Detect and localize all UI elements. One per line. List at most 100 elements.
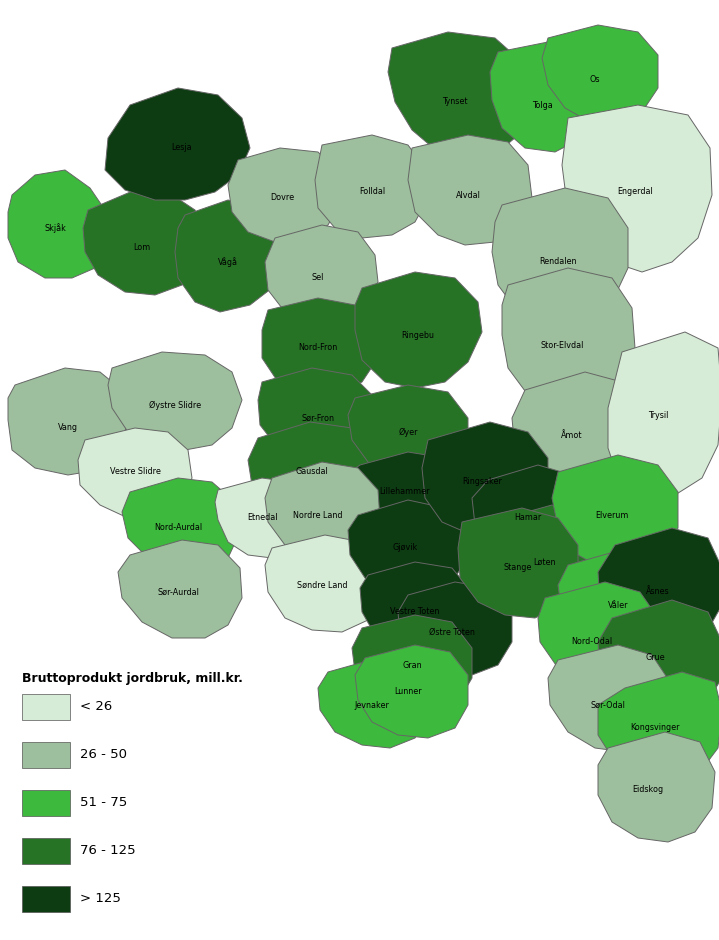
Polygon shape — [248, 422, 378, 522]
Text: Nord-Aurdal: Nord-Aurdal — [154, 524, 202, 532]
Polygon shape — [265, 535, 382, 632]
Text: Lillehammer: Lillehammer — [380, 488, 430, 496]
Polygon shape — [548, 645, 670, 752]
Text: Vang: Vang — [58, 424, 78, 432]
Text: Hamar: Hamar — [514, 513, 541, 523]
Text: Trysil: Trysil — [648, 411, 668, 419]
Polygon shape — [398, 582, 512, 675]
Polygon shape — [8, 368, 128, 475]
Text: < 26: < 26 — [80, 700, 112, 713]
Text: > 125: > 125 — [80, 892, 121, 905]
Text: Eidskog: Eidskog — [633, 786, 664, 794]
Polygon shape — [83, 190, 205, 295]
Text: Åsnes: Åsnes — [646, 588, 670, 597]
Text: Stor-Elvdal: Stor-Elvdal — [540, 340, 584, 350]
Text: Sør-Fron: Sør-Fron — [301, 414, 334, 422]
Text: Nordre Land: Nordre Land — [293, 510, 343, 520]
Text: Elverum: Elverum — [595, 510, 628, 520]
Text: Søndre Land: Søndre Land — [297, 581, 347, 589]
Text: Dovre: Dovre — [270, 194, 294, 202]
Text: Ringsaker: Ringsaker — [462, 478, 502, 487]
Text: Lom: Lom — [134, 243, 150, 253]
Polygon shape — [355, 645, 468, 738]
Polygon shape — [422, 422, 548, 535]
Bar — [22, 790, 70, 816]
Polygon shape — [408, 135, 532, 245]
Polygon shape — [598, 672, 719, 782]
Text: Lunner: Lunner — [394, 687, 422, 697]
Text: Nord-Odal: Nord-Odal — [572, 637, 613, 647]
Text: Øystre Slidre: Øystre Slidre — [149, 400, 201, 410]
Text: Rendalen: Rendalen — [539, 258, 577, 267]
Polygon shape — [8, 170, 108, 278]
Text: Bruttoprodukt jordbruk, mill.kr.: Bruttoprodukt jordbruk, mill.kr. — [22, 672, 243, 685]
Text: Nord-Fron: Nord-Fron — [298, 343, 338, 352]
Text: Grue: Grue — [645, 653, 665, 663]
Polygon shape — [538, 582, 658, 688]
Polygon shape — [78, 428, 192, 518]
Text: 76 - 125: 76 - 125 — [80, 844, 136, 857]
Text: Tynset: Tynset — [442, 98, 468, 106]
Text: Sør-Aurdal: Sør-Aurdal — [157, 588, 199, 597]
Polygon shape — [352, 615, 472, 712]
Polygon shape — [348, 385, 468, 478]
Text: Jevnaker: Jevnaker — [354, 700, 390, 710]
Polygon shape — [105, 88, 250, 200]
Polygon shape — [228, 148, 342, 242]
Text: Stange: Stange — [504, 563, 532, 572]
Bar — [22, 886, 70, 912]
Polygon shape — [598, 732, 715, 842]
Text: Skjåk: Skjåk — [44, 223, 66, 233]
Text: 26 - 50: 26 - 50 — [80, 748, 127, 761]
Text: Ringebu: Ringebu — [401, 331, 434, 339]
Polygon shape — [175, 200, 282, 312]
Polygon shape — [350, 452, 462, 530]
Text: Gausdal: Gausdal — [296, 467, 329, 477]
Text: Etnedal: Etnedal — [247, 513, 278, 523]
Text: Våler: Våler — [608, 601, 628, 609]
Text: Sør-Odal: Sør-Odal — [590, 700, 626, 710]
Text: Øyer: Øyer — [398, 428, 418, 436]
Text: Vågå: Vågå — [218, 257, 238, 267]
Text: Kongsvinger: Kongsvinger — [631, 724, 679, 732]
Bar — [22, 694, 70, 720]
Polygon shape — [458, 508, 578, 618]
Text: 51 - 75: 51 - 75 — [80, 796, 127, 809]
Bar — [22, 742, 70, 768]
Polygon shape — [598, 528, 719, 650]
Polygon shape — [490, 42, 598, 152]
Polygon shape — [492, 188, 628, 325]
Text: Os: Os — [590, 75, 600, 85]
Text: Tolga: Tolga — [531, 101, 552, 109]
Text: Folldal: Folldal — [359, 187, 385, 196]
Polygon shape — [472, 465, 590, 565]
Text: Løten: Løten — [533, 557, 557, 567]
Polygon shape — [262, 298, 378, 395]
Text: Vestre Toten: Vestre Toten — [390, 607, 440, 617]
Polygon shape — [512, 372, 642, 492]
Text: Vestre Slidre: Vestre Slidre — [109, 467, 160, 477]
Polygon shape — [215, 478, 308, 558]
Text: Sel: Sel — [312, 274, 324, 283]
Polygon shape — [542, 25, 658, 125]
Text: Gjøvik: Gjøvik — [393, 543, 418, 553]
Text: Alvdal: Alvdal — [456, 191, 480, 199]
Bar — [22, 838, 70, 864]
Polygon shape — [348, 500, 465, 595]
Text: Lesja: Lesja — [172, 144, 192, 152]
Polygon shape — [502, 268, 635, 408]
Text: Åmot: Åmot — [562, 431, 583, 440]
Polygon shape — [355, 272, 482, 388]
Polygon shape — [265, 225, 378, 325]
Text: Engerdal: Engerdal — [617, 187, 653, 196]
Polygon shape — [360, 562, 472, 650]
Polygon shape — [552, 455, 678, 572]
Polygon shape — [108, 352, 242, 450]
Polygon shape — [388, 32, 532, 158]
Polygon shape — [488, 505, 608, 610]
Polygon shape — [258, 368, 378, 462]
Polygon shape — [562, 105, 712, 272]
Text: Østre Toten: Østre Toten — [429, 628, 475, 636]
Polygon shape — [598, 600, 719, 718]
Polygon shape — [315, 135, 428, 238]
